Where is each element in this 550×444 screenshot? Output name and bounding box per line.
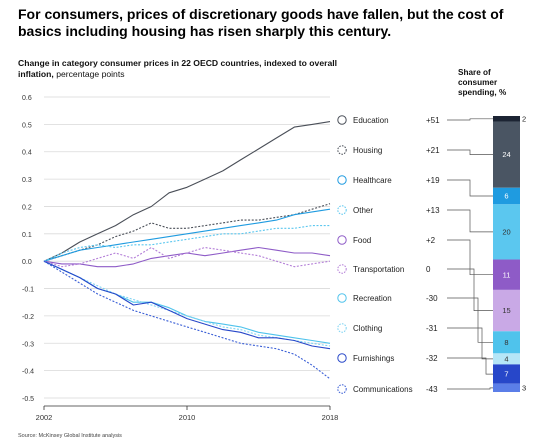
share-segment-clothing [493,353,520,365]
share-connector [447,387,493,390]
share-connector [447,209,493,233]
share-segment-furnishings [493,364,520,384]
share-segment-recreation [493,331,520,354]
share-connector [447,149,493,155]
chart-subtitle: Change in category consumer prices in 22… [18,58,338,79]
legend-label-food: Food [353,236,371,245]
legend-label-education: Education [353,116,389,125]
share-connector [447,357,493,375]
y-axis-ticks: 0.6 0.5 0.4 0.3 0.2 0.1 0.0 -0.1 -0.2 -0.3 -0.4 -0.… [22,95,34,403]
y-tick-label: 0.6 [22,95,32,102]
y-tick-label: 0.2 [22,204,32,211]
share-segment-food [493,259,520,290]
share-connector [447,118,493,121]
legend-value-transportation: 0 [426,265,431,274]
share-value-transportation: 15 [502,306,510,315]
legend-marker-food [337,235,347,245]
legend-marker-education [337,115,347,125]
series-line-communications [43,260,331,380]
legend-value-communications: -43 [426,385,438,394]
share-segment-other [493,204,520,260]
legend-label-furnishings: Furnishings [353,354,394,363]
share-segment-education [493,116,520,122]
y-tick-label: 0.3 [22,177,32,184]
x-tick-label: 2018 [322,413,339,422]
share-connector [447,268,493,311]
share-value-recreation: 8 [504,338,508,347]
legend-marker-transportation [337,264,347,274]
series-line-furnishings [43,260,331,350]
subtitle-rest: percentage points [53,68,125,79]
y-tick-label: 0.0 [22,259,32,266]
share-value-food: 11 [503,270,511,279]
share-connector [447,239,493,276]
share-value-education: 2 [522,114,526,123]
share-value-healthcare: 6 [504,192,508,201]
share-segment-communications [493,383,520,392]
y-tick-label: 0.5 [22,122,32,129]
legend-value-furnishings: -32 [426,354,438,363]
legend-marker-clothing [337,323,347,333]
legend-marker-other [337,205,347,215]
legend-marker-furnishings [337,353,347,363]
y-tick-label: 0.4 [22,150,32,157]
series-line-clothing [43,260,331,347]
share-segment-housing [493,121,520,188]
source-note: Source: McKinsey Global Institute analys… [18,433,122,439]
legend-label-housing: Housing [353,146,382,155]
legend-label-communications: Communications [353,385,413,394]
legend-label-clothing: Clothing [353,324,382,333]
legend-label-healthcare: Healthcare [353,176,392,185]
share-connector [447,327,493,360]
series-lines [43,121,331,380]
share-segment-healthcare [493,187,520,205]
legend-value-other: +13 [426,206,440,215]
x-tick-label: 2010 [179,413,196,422]
legend-value-clothing: -31 [426,324,438,333]
legend-marker-healthcare [337,175,347,185]
share-stacked-bar: 2 24 6 20 11 15 8 4 7 3 [493,114,526,392]
share-connector [447,179,493,197]
x-tick-label: 2002 [36,413,53,422]
y-tick-label: 0.1 [22,232,32,239]
series-line-recreation [43,260,331,344]
legend-label-recreation: Recreation [353,294,392,303]
legend-value-recreation: -30 [426,294,438,303]
y-tick-label: -0.4 [22,369,34,376]
share-title: Share of consumer spending, % [458,68,507,97]
legend-value-education: +51 [426,116,440,125]
legend-marker-housing [337,145,347,155]
series-line-healthcare [43,208,331,262]
x-axis-ticks: 2002 2010 2018 [36,406,339,422]
series-line-transportation [43,246,331,268]
share-connectors [447,118,493,390]
series-line-education [43,121,331,262]
share-segment-transportation [493,289,520,332]
legend-value-housing: +21 [426,146,440,155]
series-line-food [43,246,331,268]
share-value-other: 20 [502,228,510,237]
legend-value-food: +2 [426,236,436,245]
y-tick-label: -0.1 [22,287,34,294]
series-line-other [43,225,330,262]
share-value-communications: 3 [522,383,526,392]
share-value-clothing: 4 [504,354,508,363]
share-connector [447,297,493,343]
y-tick-label: -0.5 [22,396,34,403]
y-tick-label: -0.3 [22,341,34,348]
headline: For consumers, prices of discretionary g… [18,6,504,39]
legend-label-transportation: Transportation [353,265,404,274]
y-tick-label: -0.2 [22,314,34,321]
legend: Education +51 Housing +21 Healthcare +19 Other… [337,115,440,394]
legend-marker-communications [337,384,347,394]
subtitle-bold: Change in category consumer prices in 22… [18,58,338,79]
legend-marker-recreation [337,293,347,303]
legend-value-healthcare: +19 [426,176,440,185]
share-value-housing: 24 [502,150,510,159]
legend-label-other: Other [353,206,373,215]
share-value-furnishings: 7 [504,370,508,379]
